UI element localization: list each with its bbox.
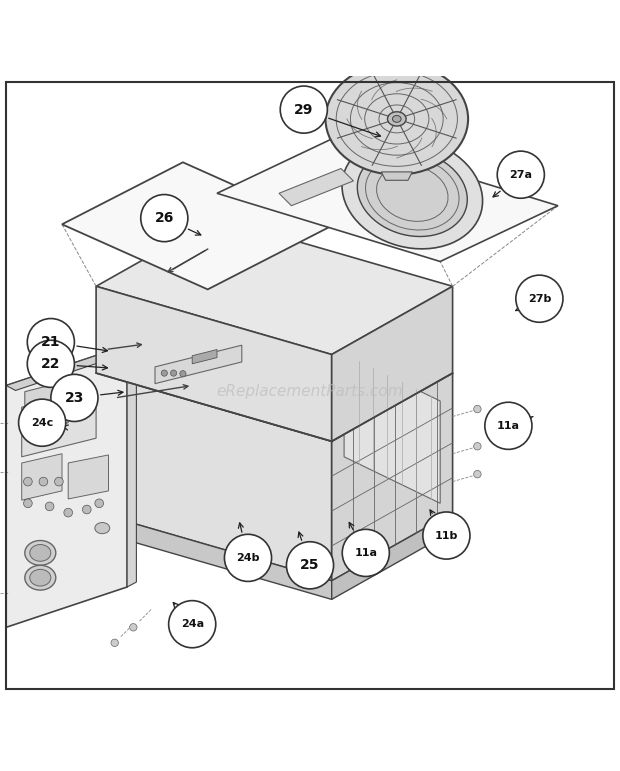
Circle shape (497, 151, 544, 198)
Text: 21: 21 (41, 335, 61, 349)
Text: 11a: 11a (497, 421, 520, 431)
Ellipse shape (326, 63, 468, 175)
Circle shape (51, 375, 98, 422)
Circle shape (39, 477, 48, 486)
Polygon shape (6, 345, 127, 628)
Polygon shape (62, 163, 329, 289)
Polygon shape (6, 345, 136, 390)
Ellipse shape (25, 540, 56, 565)
Ellipse shape (30, 569, 51, 586)
Circle shape (516, 275, 563, 322)
Text: 27a: 27a (509, 170, 533, 180)
Text: 24c: 24c (31, 418, 53, 428)
Polygon shape (347, 336, 440, 507)
Circle shape (286, 542, 334, 589)
Text: 27b: 27b (528, 294, 551, 304)
Circle shape (342, 530, 389, 577)
Polygon shape (344, 355, 440, 503)
Polygon shape (127, 345, 136, 587)
Polygon shape (332, 373, 453, 581)
Ellipse shape (30, 544, 51, 561)
Polygon shape (96, 373, 332, 581)
Circle shape (111, 639, 118, 647)
Circle shape (141, 194, 188, 241)
Text: 25: 25 (300, 558, 320, 572)
Ellipse shape (392, 116, 401, 123)
Polygon shape (332, 513, 453, 599)
Text: 11a: 11a (354, 548, 378, 558)
Ellipse shape (25, 565, 56, 590)
Polygon shape (96, 218, 453, 355)
Polygon shape (22, 389, 96, 456)
Ellipse shape (95, 523, 110, 534)
Polygon shape (155, 345, 242, 384)
Polygon shape (22, 453, 62, 500)
Circle shape (27, 318, 74, 365)
Circle shape (45, 502, 54, 510)
Circle shape (474, 406, 481, 412)
Text: 24b: 24b (236, 553, 260, 563)
Text: 24a: 24a (180, 619, 204, 629)
Circle shape (169, 601, 216, 648)
Circle shape (161, 370, 167, 376)
Text: 23: 23 (64, 391, 84, 405)
Circle shape (224, 534, 272, 581)
Circle shape (24, 499, 32, 507)
Circle shape (280, 86, 327, 133)
Circle shape (82, 505, 91, 513)
Circle shape (474, 470, 481, 478)
Circle shape (130, 624, 137, 631)
Polygon shape (25, 381, 68, 434)
Text: 22: 22 (41, 357, 61, 371)
Ellipse shape (388, 112, 406, 126)
Text: 11b: 11b (435, 530, 458, 540)
Circle shape (180, 371, 186, 377)
Circle shape (423, 512, 470, 559)
Polygon shape (381, 172, 412, 180)
Ellipse shape (357, 150, 467, 237)
Polygon shape (68, 455, 108, 499)
Text: 26: 26 (154, 211, 174, 225)
Text: eReplacementParts.com: eReplacementParts.com (216, 384, 404, 399)
Circle shape (170, 370, 177, 376)
Circle shape (485, 402, 532, 449)
Circle shape (474, 443, 481, 450)
Polygon shape (192, 349, 217, 364)
Text: 29: 29 (294, 103, 314, 116)
Ellipse shape (342, 138, 482, 249)
Circle shape (55, 477, 63, 486)
Polygon shape (96, 513, 332, 599)
Circle shape (64, 508, 73, 517)
Circle shape (19, 399, 66, 446)
Circle shape (24, 477, 32, 486)
Circle shape (95, 499, 104, 507)
Polygon shape (96, 286, 332, 441)
Circle shape (27, 340, 74, 387)
Polygon shape (279, 169, 353, 206)
Polygon shape (217, 137, 558, 261)
Polygon shape (332, 286, 453, 441)
